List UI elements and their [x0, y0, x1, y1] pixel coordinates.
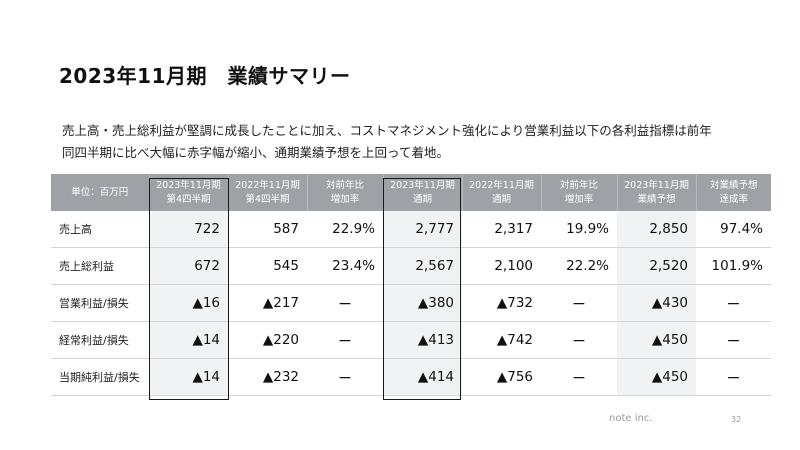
table-cell: ▲450 — [617, 358, 696, 396]
table-cell: ▲450 — [617, 321, 696, 359]
table-cell: ▲14 — [149, 321, 228, 359]
column-header: 2023年11月期 第4四半期 — [148, 174, 228, 211]
table-cell: ▲413 — [383, 321, 462, 359]
table-cell: 22.9% — [307, 211, 383, 248]
column-header: 2023年11月期 通期 — [382, 174, 462, 211]
table-cell: 23.4% — [307, 247, 383, 285]
table-cell: 2,520 — [617, 247, 696, 285]
column-header: 2023年11月期 業績予想 — [616, 174, 696, 211]
table-cell: ▲14 — [149, 358, 228, 396]
table-cell: ー — [696, 321, 771, 359]
table-cell: 2,100 — [462, 247, 541, 285]
table-cell: ▲742 — [462, 321, 541, 359]
table-cell: ▲414 — [383, 358, 462, 396]
table-cell: 545 — [228, 247, 307, 285]
table-cell: 587 — [228, 211, 307, 248]
table-cell: ー — [696, 358, 771, 396]
table-cell: ー — [541, 358, 617, 396]
table-cell: ▲380 — [383, 284, 462, 322]
table-row: 売上総利益 672 545 23.4% 2,567 2,100 22.2% 2,… — [51, 247, 771, 285]
row-label: 売上高 — [51, 211, 149, 248]
column-header: 対前年比 増加率 — [306, 174, 383, 211]
table-cell: ▲220 — [228, 321, 307, 359]
financial-summary-table: 単位：百万円 2023年11月期 第4四半期 2022年11月期 第4四半期 対前年… — [51, 174, 771, 396]
summary-description-line-2: 同四半期に比べ大幅に赤字幅が縮小、通期業績予想を上回って着地。 — [62, 145, 449, 160]
table-cell: 722 — [149, 211, 228, 248]
table-cell: ー — [696, 284, 771, 322]
column-header: 2022年11月期 第4四半期 — [227, 174, 307, 211]
table-cell: ▲16 — [149, 284, 228, 322]
table-row: 営業利益/損失 ▲16 ▲217 ー ▲380 ▲732 ー ▲430 ー — [51, 284, 771, 322]
row-label: 経常利益/損失 — [51, 321, 149, 359]
table-cell: 672 — [149, 247, 228, 285]
unit-label: 単位：百万円 — [51, 174, 149, 211]
table-cell: ー — [307, 358, 383, 396]
table-cell: 101.9% — [696, 247, 771, 285]
table-cell: 2,777 — [383, 211, 462, 248]
table-cell: ▲430 — [617, 284, 696, 322]
table-cell: ▲732 — [462, 284, 541, 322]
column-header: 2022年11月期 通期 — [461, 174, 541, 211]
table-cell: ー — [307, 284, 383, 322]
table-row: 経常利益/損失 ▲14 ▲220 ー ▲413 ▲742 ー ▲450 ー — [51, 321, 771, 359]
table-cell: 97.4% — [696, 211, 771, 248]
row-label: 当期純利益/損失 — [51, 358, 149, 396]
table-cell: 2,850 — [617, 211, 696, 248]
table-header-row: 単位：百万円 2023年11月期 第4四半期 2022年11月期 第4四半期 対前年… — [51, 174, 771, 211]
table-cell: ー — [541, 284, 617, 322]
table-cell: ▲232 — [228, 358, 307, 396]
page-number: 32 — [731, 415, 742, 424]
table-cell: ー — [307, 321, 383, 359]
footer-brand: note inc. — [609, 413, 653, 424]
table-cell: 2,567 — [383, 247, 462, 285]
row-label: 売上総利益 — [51, 247, 149, 285]
row-label: 営業利益/損失 — [51, 284, 149, 322]
summary-description: 売上高・売上総利益が堅調に成長したことに加え、コストマネジメント強化により営業利… — [62, 120, 762, 164]
column-header: 対前年比 増加率 — [540, 174, 617, 211]
page-title: 2023年11月期 業績サマリー — [59, 64, 351, 88]
table-cell: ▲756 — [462, 358, 541, 396]
table-cell: 2,317 — [462, 211, 541, 248]
table-row: 売上高 722 587 22.9% 2,777 2,317 19.9% 2,85… — [51, 211, 771, 248]
table-cell: 19.9% — [541, 211, 617, 248]
column-header: 対業績予想 達成率 — [695, 174, 771, 211]
table-cell: ー — [541, 321, 617, 359]
table-cell: ▲217 — [228, 284, 307, 322]
table-row: 当期純利益/損失 ▲14 ▲232 ー ▲414 ▲756 ー ▲450 ー — [51, 358, 771, 396]
table-cell: 22.2% — [541, 247, 617, 285]
summary-description-line-1: 売上高・売上総利益が堅調に成長したことに加え、コストマネジメント強化により営業利… — [62, 123, 712, 138]
